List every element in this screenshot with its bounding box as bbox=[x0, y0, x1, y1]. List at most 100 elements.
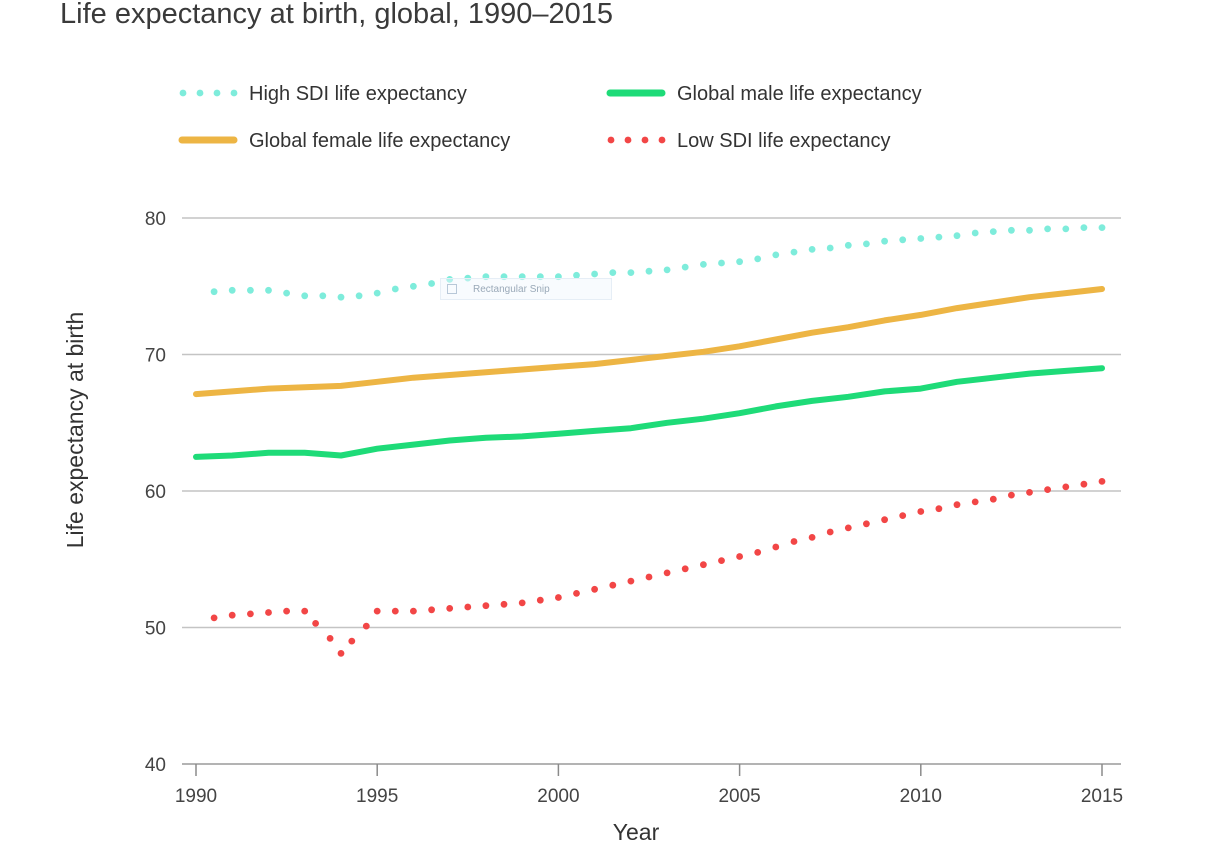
data-point bbox=[700, 261, 707, 268]
legend-swatch-dot bbox=[624, 136, 632, 144]
series-3 bbox=[210, 478, 1106, 657]
data-point bbox=[736, 553, 743, 560]
legend-swatch-dot bbox=[607, 136, 615, 144]
data-point bbox=[391, 285, 399, 293]
data-point bbox=[428, 280, 435, 287]
data-point bbox=[1026, 226, 1033, 234]
data-point bbox=[373, 289, 381, 297]
x-axis-title: Year bbox=[613, 819, 660, 845]
data-point bbox=[301, 607, 309, 615]
data-point bbox=[989, 495, 997, 503]
legend-item: Global female life expectancy bbox=[178, 130, 510, 152]
data-point bbox=[1098, 478, 1106, 485]
series-1 bbox=[193, 365, 1105, 460]
data-point bbox=[863, 240, 870, 248]
data-point bbox=[210, 288, 218, 296]
data-point bbox=[935, 505, 943, 513]
data-point bbox=[500, 600, 508, 608]
legend-swatch-dot bbox=[196, 89, 204, 97]
data-point bbox=[265, 286, 272, 294]
data-point bbox=[663, 266, 671, 274]
data-point bbox=[536, 596, 544, 604]
data-point bbox=[826, 244, 834, 252]
data-point bbox=[482, 602, 490, 610]
data-point bbox=[718, 259, 725, 267]
legend-item: Global male life expectancy bbox=[606, 83, 922, 105]
y-axis-ticks: 40 50 60 70 80 bbox=[145, 209, 166, 776]
data-point bbox=[283, 607, 290, 615]
data-point bbox=[337, 293, 345, 301]
data-point bbox=[1098, 224, 1106, 232]
data-point bbox=[265, 609, 272, 616]
y-tick-label: 50 bbox=[145, 619, 166, 640]
data-point bbox=[410, 282, 417, 290]
legend-label: Global male life expectancy bbox=[677, 83, 922, 105]
data-point bbox=[627, 269, 635, 276]
data-point bbox=[899, 236, 907, 244]
legend-swatch-dot bbox=[641, 136, 649, 144]
data-point bbox=[899, 512, 907, 519]
data-point bbox=[1026, 489, 1033, 496]
data-point bbox=[645, 573, 653, 581]
series-group bbox=[193, 224, 1106, 657]
data-point bbox=[609, 269, 617, 276]
legend-swatch-dot bbox=[658, 136, 666, 144]
data-point bbox=[772, 543, 780, 551]
data-point bbox=[362, 622, 370, 630]
data-point bbox=[754, 549, 762, 556]
data-point bbox=[754, 255, 762, 263]
y-tick-label: 70 bbox=[145, 346, 166, 367]
data-point bbox=[555, 594, 562, 601]
data-point bbox=[881, 516, 888, 524]
data-point bbox=[591, 585, 598, 593]
data-point bbox=[391, 607, 399, 615]
legend-label: High SDI life expectancy bbox=[249, 83, 467, 105]
data-point bbox=[953, 232, 961, 240]
data-point bbox=[1080, 480, 1088, 488]
data-point bbox=[573, 271, 580, 279]
x-tick-label: 1995 bbox=[356, 786, 398, 807]
x-axis: 1990 1995 2000 2005 2010 2015 bbox=[175, 764, 1123, 807]
y-tick-label: 60 bbox=[145, 482, 166, 503]
data-point bbox=[573, 590, 580, 597]
data-point bbox=[1062, 483, 1070, 491]
data-point bbox=[247, 286, 254, 294]
gridlines bbox=[182, 217, 1121, 765]
data-point bbox=[326, 635, 334, 642]
series-line bbox=[193, 286, 1105, 398]
x-tick-label: 2005 bbox=[718, 786, 760, 807]
data-point bbox=[953, 501, 961, 509]
data-point bbox=[645, 267, 653, 275]
legend-label: Low SDI life expectancy bbox=[677, 130, 890, 152]
data-point bbox=[337, 650, 345, 657]
data-point bbox=[1080, 224, 1088, 232]
data-point bbox=[917, 508, 925, 515]
legend-label: Global female life expectancy bbox=[249, 130, 510, 152]
data-point bbox=[1044, 225, 1051, 233]
data-point bbox=[591, 270, 598, 278]
chart-title: Life expectancy at birth, global, 1990–2… bbox=[60, 0, 614, 30]
data-point bbox=[428, 606, 435, 614]
data-point bbox=[718, 557, 725, 564]
data-point bbox=[464, 603, 472, 611]
data-point bbox=[1008, 491, 1015, 499]
data-point bbox=[210, 614, 218, 622]
data-point bbox=[917, 235, 925, 242]
data-point bbox=[681, 565, 689, 573]
data-point bbox=[228, 611, 236, 619]
x-tick-label: 2015 bbox=[1081, 786, 1123, 807]
snip-icon bbox=[447, 284, 457, 295]
data-point bbox=[663, 569, 671, 577]
data-point bbox=[518, 599, 526, 607]
x-tick-label: 2010 bbox=[900, 786, 942, 807]
data-point bbox=[790, 248, 798, 256]
data-point bbox=[700, 561, 707, 569]
data-point bbox=[247, 610, 254, 618]
data-point bbox=[808, 534, 816, 541]
data-point bbox=[348, 637, 356, 645]
y-tick-label: 40 bbox=[145, 755, 166, 776]
legend-item: High SDI life expectancy bbox=[179, 83, 467, 105]
x-tick-label: 2000 bbox=[537, 786, 579, 807]
data-point bbox=[989, 228, 997, 236]
data-point bbox=[681, 263, 689, 271]
